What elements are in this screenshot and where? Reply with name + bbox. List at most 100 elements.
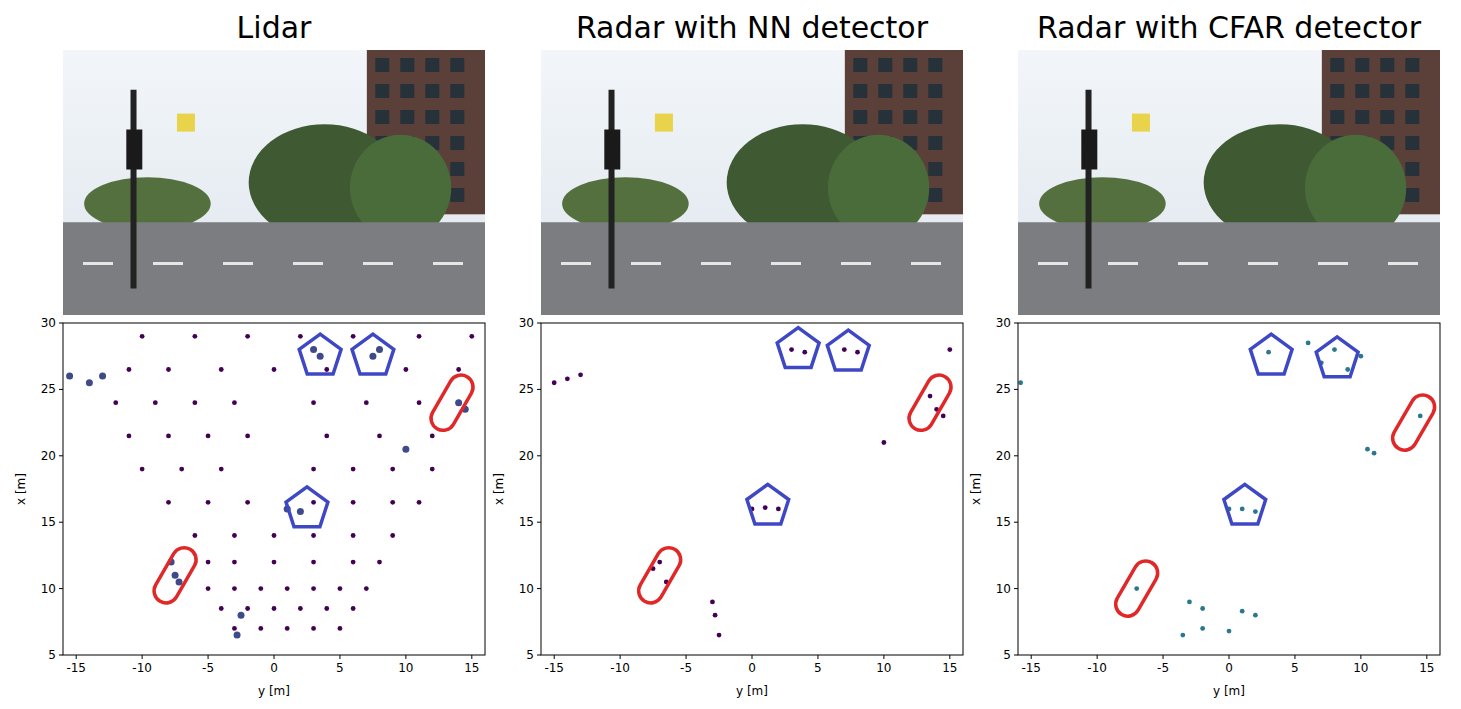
lane-mark [153,262,183,265]
y-tick-label: 10 [996,582,1011,596]
x-tick-label: 0 [270,661,278,675]
point [140,467,145,472]
x-tick [1097,655,1098,659]
x-tick [339,655,340,659]
point [113,400,118,405]
highlight-pentagon [1224,484,1266,524]
point [1253,613,1258,618]
point [258,626,263,631]
sign [177,114,195,132]
point [1134,586,1139,591]
x-tick [554,655,555,659]
lane-mark [561,262,591,265]
lane-mark [83,262,113,265]
y-axis-label: x [m] [492,473,506,505]
y-tick [59,522,63,523]
window [450,188,464,202]
point [402,446,409,453]
y-tick-label: 10 [519,582,534,596]
x-tick [1163,655,1164,659]
point [140,334,145,339]
y-tick-label: 20 [41,449,56,463]
point [219,606,224,611]
point [417,334,422,339]
point [390,500,395,505]
x-tick-label: 5 [814,661,822,675]
point [717,633,722,638]
point [928,394,933,399]
point [324,367,329,372]
point [351,500,356,505]
point [272,533,277,538]
window [1380,84,1394,98]
point [272,606,277,611]
x-tick [76,655,77,659]
point [1358,354,1363,359]
point [417,500,422,505]
point [298,334,303,339]
point [297,508,304,515]
x-tick [142,655,143,659]
point [127,367,132,372]
point [776,507,781,512]
y-tick-label: 15 [41,515,56,529]
point [417,400,422,405]
point [369,353,376,360]
point [172,572,179,579]
y-tick [537,455,541,456]
panel-title: Radar with CFAR detector [1037,10,1422,45]
camera-image [541,50,963,315]
point [947,347,952,352]
lane-mark [911,262,941,265]
window [878,58,892,72]
sky [63,50,485,315]
highlight-capsule [427,371,478,435]
window [375,110,389,124]
window [425,110,439,124]
window [1355,84,1369,98]
highlight-pentagon [747,484,789,524]
x-tick-label: 10 [876,661,891,675]
y-tick [59,389,63,390]
highlight-capsule [150,543,201,607]
window [903,84,917,98]
point [311,533,316,538]
x-tick-label: 0 [1225,661,1233,675]
x-tick [471,655,472,659]
point [245,500,250,505]
x-tick-label: -10 [1087,661,1107,675]
marks [552,328,956,638]
y-tick [537,522,541,523]
panel-title: Radar with NN detector [576,10,929,45]
point [311,467,316,472]
point [311,586,316,591]
point [179,467,184,472]
x-tick-label: -5 [202,661,214,675]
plot-area [541,323,963,655]
point [1018,380,1023,385]
lane-mark [771,262,801,265]
point [552,380,557,385]
y-tick [1014,655,1018,656]
point [455,399,462,406]
window [450,110,464,124]
point [1365,447,1370,452]
y-tick-label: 20 [996,449,1011,463]
y-tick-label: 5 [526,648,534,662]
y-tick-label: 25 [519,382,534,396]
point [1372,451,1377,456]
y-tick-label: 15 [996,515,1011,529]
window [928,58,942,72]
x-tick [620,655,621,659]
x-tick [1360,655,1361,659]
road [541,222,963,315]
point [272,560,277,565]
y-tick-label: 20 [519,449,534,463]
point [245,606,250,611]
pole [131,90,137,289]
traffic-light [604,130,620,170]
point [206,560,211,565]
point [713,613,718,618]
camera-image [1018,50,1440,315]
window [1330,84,1344,98]
